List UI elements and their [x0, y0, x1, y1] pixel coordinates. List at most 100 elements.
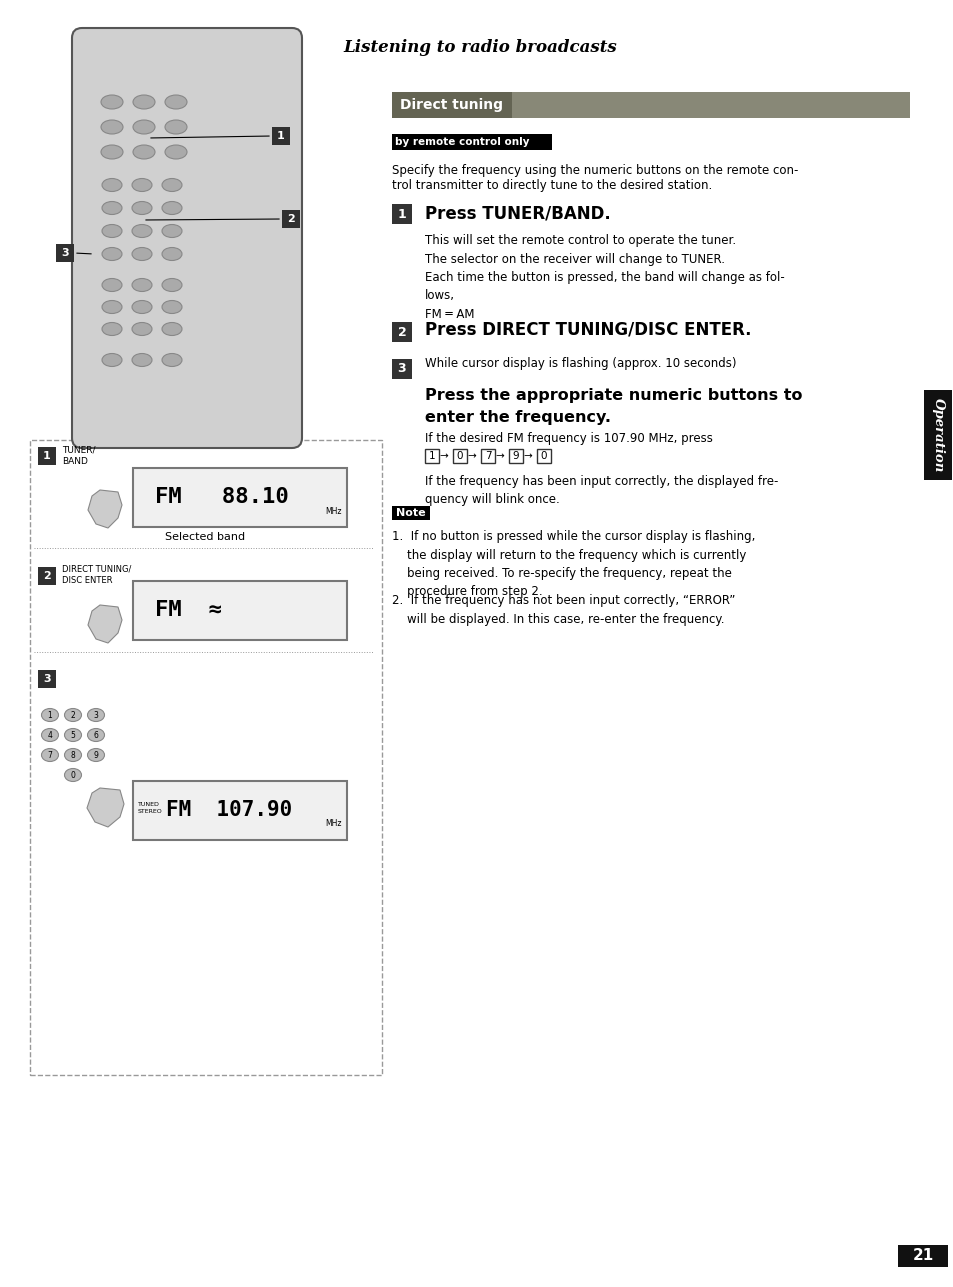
Text: MHz: MHz	[325, 819, 341, 828]
Text: Selected band: Selected band	[165, 532, 245, 542]
FancyBboxPatch shape	[392, 506, 430, 520]
Ellipse shape	[102, 354, 122, 367]
Ellipse shape	[132, 300, 152, 314]
Text: Operation: Operation	[930, 398, 943, 472]
Ellipse shape	[88, 728, 105, 741]
Text: 1: 1	[397, 207, 406, 220]
Text: 3: 3	[397, 363, 406, 376]
Text: 7: 7	[48, 750, 52, 759]
FancyBboxPatch shape	[132, 781, 347, 840]
Ellipse shape	[42, 709, 58, 722]
FancyBboxPatch shape	[282, 210, 299, 228]
Text: Press TUNER/BAND.: Press TUNER/BAND.	[424, 205, 610, 221]
FancyBboxPatch shape	[272, 127, 290, 145]
FancyBboxPatch shape	[897, 1245, 947, 1266]
Ellipse shape	[88, 709, 105, 722]
Ellipse shape	[162, 354, 182, 367]
Ellipse shape	[132, 323, 152, 336]
Text: 6: 6	[93, 731, 98, 740]
Text: 1: 1	[48, 710, 52, 719]
Text: 9: 9	[512, 450, 518, 461]
FancyBboxPatch shape	[392, 359, 412, 378]
Ellipse shape	[132, 354, 152, 367]
Text: FM  107.90: FM 107.90	[166, 801, 292, 820]
Ellipse shape	[132, 247, 152, 260]
FancyBboxPatch shape	[537, 449, 551, 463]
Text: →: →	[523, 450, 532, 461]
Text: Specify the frequency using the numeric buttons on the remote con-: Specify the frequency using the numeric …	[392, 163, 798, 178]
Ellipse shape	[102, 323, 122, 336]
Ellipse shape	[102, 202, 122, 215]
Text: 0: 0	[540, 450, 547, 461]
Text: →: →	[439, 450, 448, 461]
Ellipse shape	[165, 95, 187, 109]
Text: 2: 2	[43, 571, 51, 580]
Text: MHz: MHz	[325, 507, 341, 516]
Polygon shape	[88, 490, 122, 528]
Text: 2: 2	[287, 214, 294, 224]
Text: Direct tuning: Direct tuning	[399, 98, 502, 112]
Ellipse shape	[65, 709, 81, 722]
Text: 9: 9	[93, 750, 98, 759]
Text: 1: 1	[276, 131, 285, 142]
Ellipse shape	[65, 768, 81, 781]
Text: Press DIRECT TUNING/DISC ENTER.: Press DIRECT TUNING/DISC ENTER.	[424, 320, 751, 338]
FancyBboxPatch shape	[480, 449, 495, 463]
Ellipse shape	[101, 120, 123, 134]
Ellipse shape	[162, 224, 182, 238]
Ellipse shape	[165, 145, 187, 160]
Text: 1: 1	[43, 450, 51, 461]
Text: TUNED
STEREO: TUNED STEREO	[138, 802, 163, 813]
FancyBboxPatch shape	[38, 671, 56, 689]
Text: 3: 3	[43, 674, 51, 683]
FancyBboxPatch shape	[392, 91, 512, 118]
Ellipse shape	[165, 120, 187, 134]
Ellipse shape	[162, 179, 182, 192]
FancyBboxPatch shape	[424, 449, 438, 463]
Text: 0: 0	[456, 450, 463, 461]
FancyBboxPatch shape	[453, 449, 467, 463]
Text: Listening to radio broadcasts: Listening to radio broadcasts	[343, 40, 617, 57]
Text: 2: 2	[397, 326, 406, 338]
Text: 7: 7	[484, 450, 491, 461]
FancyBboxPatch shape	[509, 449, 522, 463]
FancyBboxPatch shape	[392, 205, 412, 224]
Ellipse shape	[162, 202, 182, 215]
Ellipse shape	[132, 120, 154, 134]
Text: 3: 3	[61, 248, 69, 257]
Ellipse shape	[162, 247, 182, 260]
Polygon shape	[87, 788, 124, 828]
Text: by remote control only: by remote control only	[395, 136, 529, 147]
Text: →: →	[496, 450, 504, 461]
Text: trol transmitter to directly tune to the desired station.: trol transmitter to directly tune to the…	[392, 179, 712, 192]
Ellipse shape	[102, 247, 122, 260]
Ellipse shape	[102, 179, 122, 192]
Ellipse shape	[101, 95, 123, 109]
Text: FM  ≈: FM ≈	[154, 600, 222, 620]
Ellipse shape	[42, 728, 58, 741]
Ellipse shape	[162, 323, 182, 336]
FancyBboxPatch shape	[30, 440, 381, 1075]
Ellipse shape	[132, 145, 154, 160]
Text: Press the appropriate numeric buttons to
enter the frequency.: Press the appropriate numeric buttons to…	[424, 387, 801, 425]
Text: FM   88.10: FM 88.10	[154, 486, 289, 507]
Ellipse shape	[102, 224, 122, 238]
FancyBboxPatch shape	[38, 568, 56, 586]
Text: 8: 8	[71, 750, 75, 759]
Text: While cursor display is flashing (approx. 10 seconds): While cursor display is flashing (approx…	[424, 358, 736, 371]
Text: 21: 21	[911, 1248, 933, 1264]
Text: TUNER/
BAND: TUNER/ BAND	[62, 447, 95, 466]
Ellipse shape	[102, 278, 122, 291]
FancyBboxPatch shape	[923, 390, 951, 480]
FancyBboxPatch shape	[132, 580, 347, 640]
Text: This will set the remote control to operate the tuner.
The selector on the recei: This will set the remote control to oper…	[424, 234, 784, 320]
Text: 1: 1	[428, 450, 435, 461]
FancyBboxPatch shape	[392, 91, 909, 118]
Ellipse shape	[65, 728, 81, 741]
FancyBboxPatch shape	[132, 468, 347, 526]
FancyBboxPatch shape	[392, 134, 552, 151]
Ellipse shape	[102, 300, 122, 314]
FancyBboxPatch shape	[56, 245, 74, 263]
Text: →: →	[467, 450, 476, 461]
Text: 1.  If no button is pressed while the cursor display is flashing,
    the displa: 1. If no button is pressed while the cur…	[392, 530, 755, 598]
